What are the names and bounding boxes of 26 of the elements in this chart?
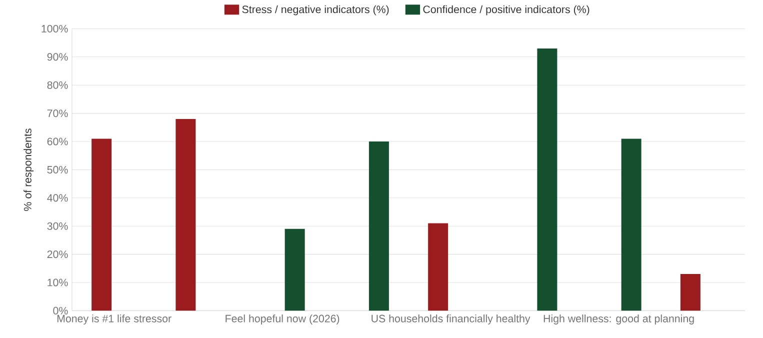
bar bbox=[428, 223, 448, 311]
bar bbox=[537, 48, 558, 311]
x-tick-label: Feel hopeful now (2026) bbox=[226, 314, 340, 325]
bar bbox=[680, 274, 700, 311]
legend-label: Confidence / positive indicators (%) bbox=[423, 5, 590, 16]
bar bbox=[621, 138, 642, 311]
bar bbox=[92, 138, 112, 311]
bar bbox=[368, 142, 389, 311]
y-tick-label: 20% bbox=[47, 250, 68, 258]
y-tick-label: 100% bbox=[42, 25, 68, 33]
y-tick-label: 10% bbox=[48, 278, 68, 286]
y-tick-label: 50% bbox=[47, 166, 68, 174]
x-tick-label: Money is #1 life stressor bbox=[57, 314, 172, 325]
bar bbox=[284, 229, 305, 311]
y-tick-label: 90% bbox=[47, 53, 68, 61]
y-tick-label: 0% bbox=[53, 307, 68, 315]
y-tick-label: 40% bbox=[47, 194, 68, 202]
x-tick-label: US households financially healthy bbox=[372, 314, 530, 325]
y-tick-label: 30% bbox=[47, 222, 68, 230]
y-axis-title: % of respondents bbox=[24, 128, 34, 211]
bar bbox=[176, 119, 196, 311]
y-tick-label: 60% bbox=[47, 138, 68, 146]
x-tick-label: High wellness: good at planning bbox=[544, 314, 694, 325]
y-tick-label: 80% bbox=[47, 81, 68, 90]
legend-label: Stress / negative indicators (%) bbox=[242, 5, 389, 16]
y-tick-label: 70% bbox=[47, 110, 68, 118]
